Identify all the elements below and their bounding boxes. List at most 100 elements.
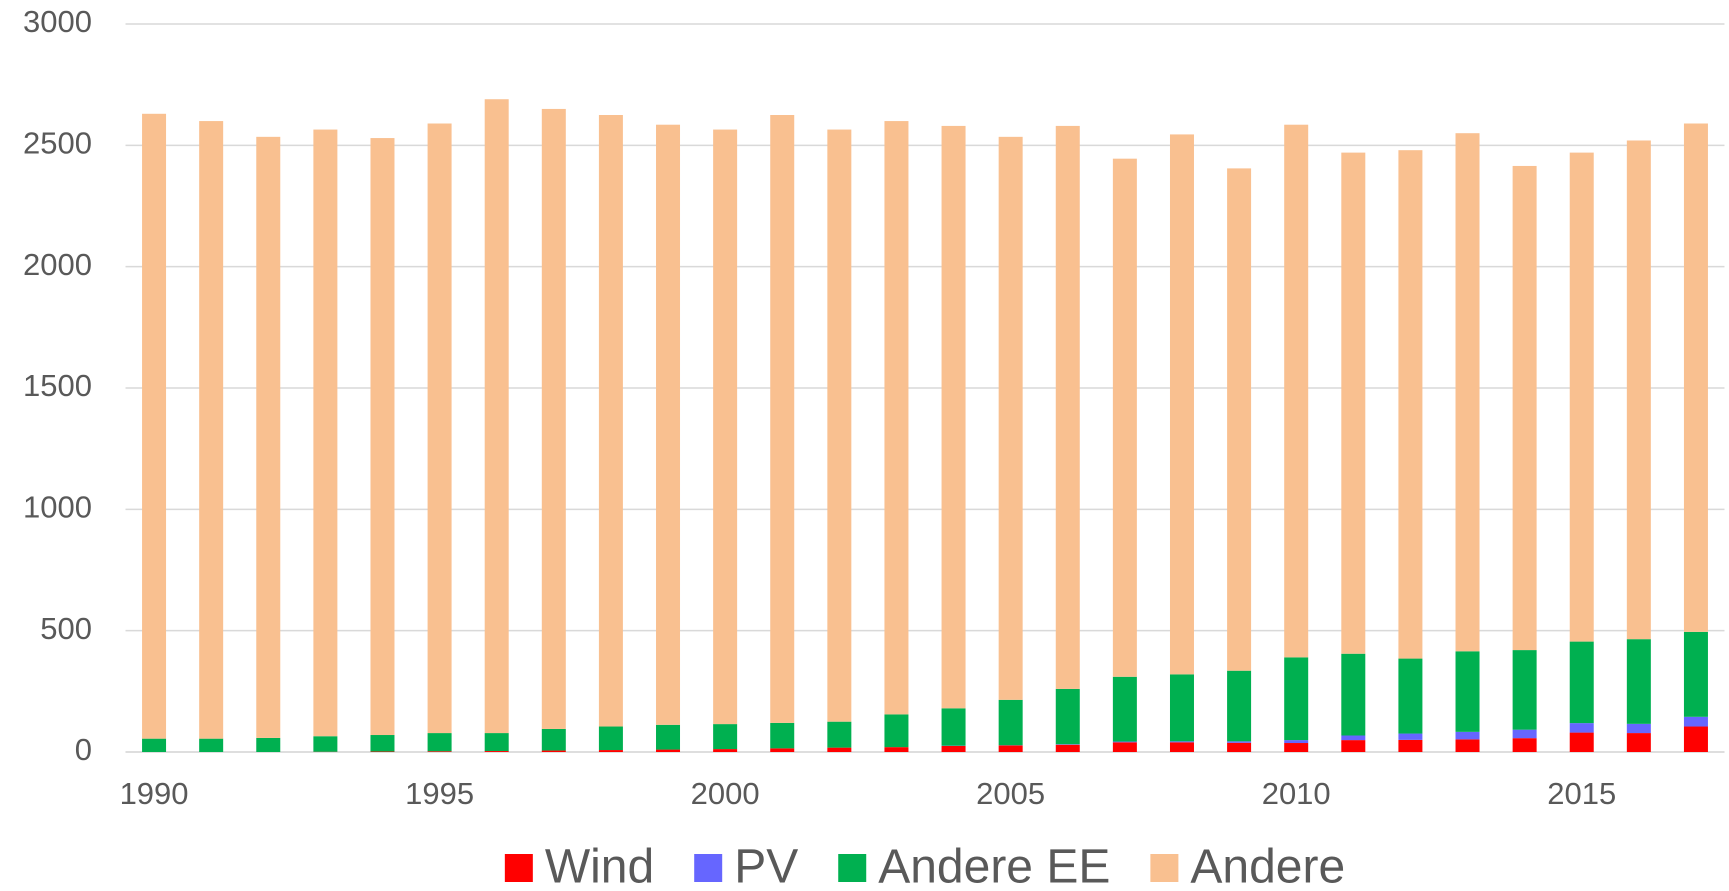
bar-segment bbox=[541, 750, 566, 752]
bar-segment bbox=[713, 129, 738, 725]
x-tick-label: 2005 bbox=[976, 776, 1045, 811]
bar-segment bbox=[1169, 742, 1194, 752]
bar-segment bbox=[1169, 134, 1194, 675]
bar-segment bbox=[1169, 741, 1194, 743]
bar-segment bbox=[598, 726, 623, 751]
bar-segment bbox=[1112, 741, 1137, 743]
bar-segment bbox=[656, 749, 681, 752]
bar-segment bbox=[1055, 688, 1080, 745]
bar-segment bbox=[827, 721, 852, 748]
legend-swatch bbox=[504, 854, 533, 882]
bar-segment bbox=[770, 115, 795, 723]
bar-segment bbox=[1284, 657, 1309, 741]
bar-segment bbox=[1683, 123, 1708, 632]
bar-segment bbox=[1169, 674, 1194, 742]
bar-segment bbox=[427, 123, 452, 734]
bar-segment bbox=[1398, 739, 1423, 752]
bar-segment bbox=[1569, 723, 1594, 733]
bar-segment bbox=[1455, 739, 1480, 752]
bar-segment bbox=[1512, 738, 1537, 752]
bar-segment bbox=[1512, 650, 1537, 730]
bar-segment bbox=[1284, 124, 1309, 658]
legend-label: Andere bbox=[1190, 841, 1345, 891]
legend-swatch bbox=[838, 854, 867, 882]
bar-segment bbox=[1341, 735, 1366, 741]
y-tick-label: 500 bbox=[40, 611, 92, 646]
bar-segment bbox=[1227, 741, 1252, 743]
bar-segment bbox=[884, 714, 909, 748]
bar-segment bbox=[1569, 732, 1594, 752]
bar-segment bbox=[1512, 729, 1537, 739]
bar-segment bbox=[1626, 639, 1651, 724]
bar-segment bbox=[1112, 676, 1137, 742]
bar-segment bbox=[484, 751, 509, 752]
bar-segment bbox=[1512, 165, 1537, 651]
y-tick-label: 1000 bbox=[23, 490, 92, 525]
y-tick-label: 1500 bbox=[23, 368, 92, 403]
bar-segment bbox=[941, 125, 966, 709]
bar-segment bbox=[1055, 125, 1080, 689]
bar-segment bbox=[656, 724, 681, 750]
bar-segment bbox=[1683, 716, 1708, 727]
bar-segment bbox=[1398, 150, 1423, 659]
bar-segment bbox=[1626, 723, 1651, 734]
legend-label: PV bbox=[734, 841, 798, 891]
bar-segment bbox=[1341, 740, 1366, 752]
bar-segment bbox=[1227, 670, 1252, 742]
bar-segment bbox=[941, 708, 966, 746]
bar-segment bbox=[827, 129, 852, 722]
bar-segment bbox=[1569, 641, 1594, 724]
bar-segment bbox=[884, 747, 909, 752]
bar-segment bbox=[1227, 168, 1252, 671]
bar-segment bbox=[1398, 658, 1423, 734]
bar-segment bbox=[313, 736, 338, 752]
bar-segment bbox=[484, 733, 509, 752]
bar-segment bbox=[1683, 631, 1708, 717]
bar-segment bbox=[427, 733, 452, 752]
bar-segment bbox=[142, 738, 167, 752]
bar-segment bbox=[713, 749, 738, 752]
bar-segment bbox=[370, 138, 395, 736]
bar-segment bbox=[1455, 731, 1480, 740]
bar-segment bbox=[1055, 744, 1080, 752]
legend-label: Andere EE bbox=[878, 841, 1110, 891]
y-tick-label: 3000 bbox=[23, 4, 92, 39]
bar-segment bbox=[370, 735, 395, 752]
legend-swatch bbox=[1150, 854, 1179, 882]
bar-segment bbox=[256, 737, 281, 752]
bar-segment bbox=[142, 113, 167, 739]
bar-segment bbox=[713, 724, 738, 750]
bar-segment bbox=[1284, 743, 1309, 752]
bar-segment bbox=[313, 129, 338, 737]
bar-segment bbox=[541, 728, 566, 751]
bar-segment bbox=[1398, 733, 1423, 740]
bar-segment bbox=[199, 121, 224, 739]
bar-segment bbox=[998, 745, 1023, 752]
legend-label: Wind bbox=[545, 841, 654, 891]
bar-segment bbox=[1569, 152, 1594, 642]
x-tick-label: 1990 bbox=[120, 776, 189, 811]
y-tick-label: 0 bbox=[75, 732, 92, 767]
bar-segment bbox=[884, 121, 909, 715]
x-tick-label: 2010 bbox=[1262, 776, 1331, 811]
bar-segment bbox=[1341, 653, 1366, 736]
bar-segment bbox=[827, 747, 852, 752]
x-tick-label: 2015 bbox=[1547, 776, 1616, 811]
bar-segment bbox=[998, 136, 1023, 700]
bar-segment bbox=[656, 124, 681, 725]
bar-segment bbox=[427, 751, 452, 752]
x-tick-label: 1995 bbox=[405, 776, 474, 811]
bar-segment bbox=[1284, 740, 1309, 744]
bar-segment bbox=[598, 115, 623, 727]
bar-segment bbox=[1112, 742, 1137, 752]
bar-segment bbox=[598, 750, 623, 752]
bar-segment bbox=[998, 699, 1023, 746]
bar-segment bbox=[770, 722, 795, 749]
bar-segment bbox=[1112, 158, 1137, 677]
bar-segment bbox=[1227, 742, 1252, 752]
bar-segment bbox=[541, 108, 566, 729]
bar-segment bbox=[941, 745, 966, 752]
y-tick-label: 2000 bbox=[23, 247, 92, 282]
bar-segment bbox=[1455, 651, 1480, 732]
